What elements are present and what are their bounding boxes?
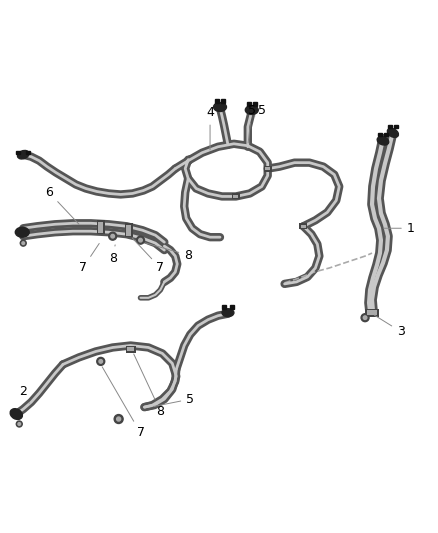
Text: 8: 8 [109, 245, 117, 264]
Circle shape [20, 240, 26, 246]
Bar [378, 133, 382, 136]
Bar [124, 223, 133, 237]
Text: 7: 7 [79, 244, 99, 274]
Circle shape [361, 314, 369, 321]
Circle shape [16, 421, 22, 427]
Circle shape [99, 360, 102, 363]
Text: 6: 6 [45, 186, 79, 224]
Bar [221, 99, 225, 103]
Bar [365, 309, 379, 317]
Text: 8: 8 [134, 354, 164, 417]
Text: 7: 7 [102, 367, 145, 439]
Bar [126, 225, 131, 236]
Ellipse shape [10, 409, 22, 419]
Text: 3: 3 [374, 315, 405, 338]
Text: 4: 4 [206, 107, 214, 150]
Circle shape [139, 238, 142, 242]
Bar [98, 222, 103, 233]
Bar [388, 125, 392, 128]
Bar [230, 305, 234, 309]
Bar [97, 220, 105, 234]
Bar [384, 133, 388, 136]
Bar [264, 166, 272, 172]
Text: 8: 8 [145, 243, 192, 262]
Bar [232, 193, 240, 199]
Ellipse shape [377, 136, 389, 145]
Circle shape [137, 236, 145, 244]
Text: 2: 2 [19, 385, 29, 403]
Bar [247, 102, 251, 106]
Bar [26, 151, 30, 154]
Bar [16, 151, 20, 154]
Bar [233, 195, 238, 198]
Circle shape [22, 242, 25, 245]
Bar [367, 310, 378, 315]
Bar [300, 223, 307, 229]
Bar [127, 348, 134, 351]
Text: 1: 1 [384, 222, 415, 235]
Circle shape [111, 235, 114, 238]
Circle shape [117, 417, 120, 421]
Circle shape [114, 415, 123, 424]
Text: 7: 7 [132, 238, 164, 274]
Circle shape [363, 316, 367, 319]
Bar [394, 125, 398, 128]
Bar [301, 225, 306, 228]
Ellipse shape [222, 309, 234, 317]
Circle shape [18, 423, 21, 425]
Bar [126, 346, 135, 353]
Ellipse shape [18, 150, 29, 159]
Bar [222, 305, 226, 309]
Ellipse shape [245, 106, 258, 115]
Bar [215, 99, 219, 103]
Text: 5: 5 [153, 393, 194, 407]
Circle shape [109, 232, 117, 240]
Ellipse shape [387, 128, 399, 138]
Bar [265, 167, 270, 170]
Ellipse shape [15, 227, 29, 237]
Text: 5: 5 [258, 104, 266, 117]
Bar [253, 102, 257, 106]
Circle shape [97, 358, 105, 365]
Text: 5: 5 [248, 104, 256, 143]
Ellipse shape [214, 102, 226, 111]
